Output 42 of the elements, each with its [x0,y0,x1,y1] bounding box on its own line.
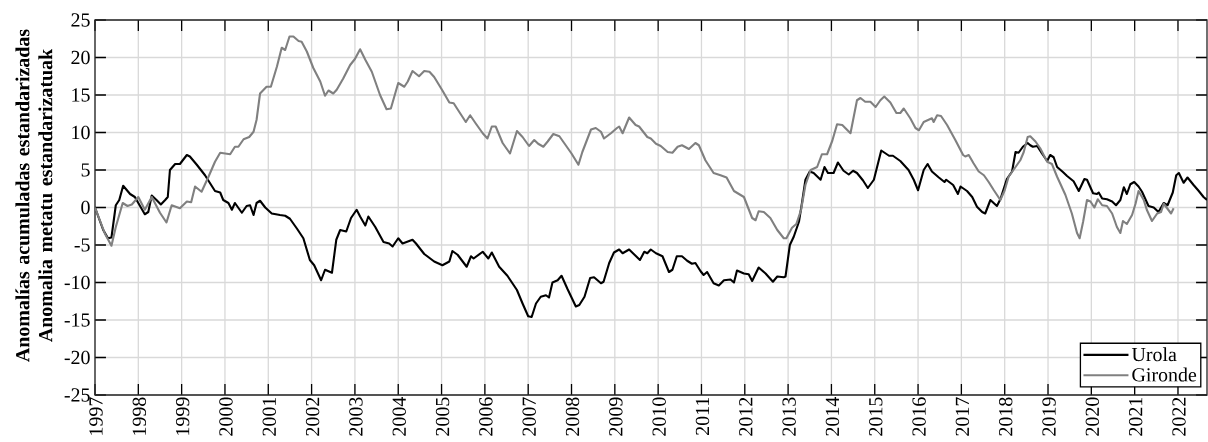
x-tick-label: 2016 [912,397,926,436]
x-tick-label: 2014 [825,397,840,436]
x-tick-label: 2013 [782,397,796,436]
y-tick-label: -20 [64,350,90,365]
y-tick-label: -10 [64,275,90,290]
y-tick-label: 10 [72,125,90,140]
x-tick-label: 2011 [695,397,710,435]
x-tick-label: 2005 [435,397,450,436]
x-tick-label: 2015 [869,397,883,436]
y-tick-label: -15 [64,313,90,327]
y-axis-title: Anomalías acumuladas estandarizadas Anomalia metatu estandarizatuak [15,29,53,362]
y-tick-label: -25 [64,388,90,402]
x-tick-label: 2007 [522,397,536,436]
x-tick-label: 2018 [998,397,1013,436]
x-tick-label: 2020 [1085,397,1100,436]
x-tick-label: 2010 [652,397,666,436]
x-tick-label: 2006 [479,397,493,436]
x-tick-label: 2022 [1172,397,1186,436]
y-tick-label: -5 [74,238,90,252]
x-tick-label: 2021 [1128,397,1143,436]
x-tick-label: 2019 [1042,397,1056,436]
y-tick-label: 5 [81,163,90,177]
legend-label: Urola [1131,347,1177,362]
x-tick-label: 2012 [739,397,753,436]
line-series [95,35,1175,247]
y-tick-label: 20 [71,50,90,65]
y-tick-label: 15 [72,88,90,102]
x-tick-label: 1999 [175,397,190,435]
x-tick-label: 2008 [565,397,580,436]
x-tick-label: 1997 [89,397,103,435]
legend-label: Gironde [1132,367,1197,382]
y-tick-label: 0 [81,200,90,215]
x-tick-label: 2003 [349,397,363,436]
x-tick-label: 1998 [132,397,147,435]
x-tick-label: 2001 [262,397,276,436]
x-tick-label: 2017 [955,397,970,436]
x-tick-label: 2000 [219,397,233,436]
line-series [95,141,1207,319]
y-tick-label: 25 [71,13,90,27]
x-tick-label: 2009 [609,397,623,436]
x-tick-label: 2004 [392,397,406,436]
x-tick-label: 2002 [305,397,320,436]
